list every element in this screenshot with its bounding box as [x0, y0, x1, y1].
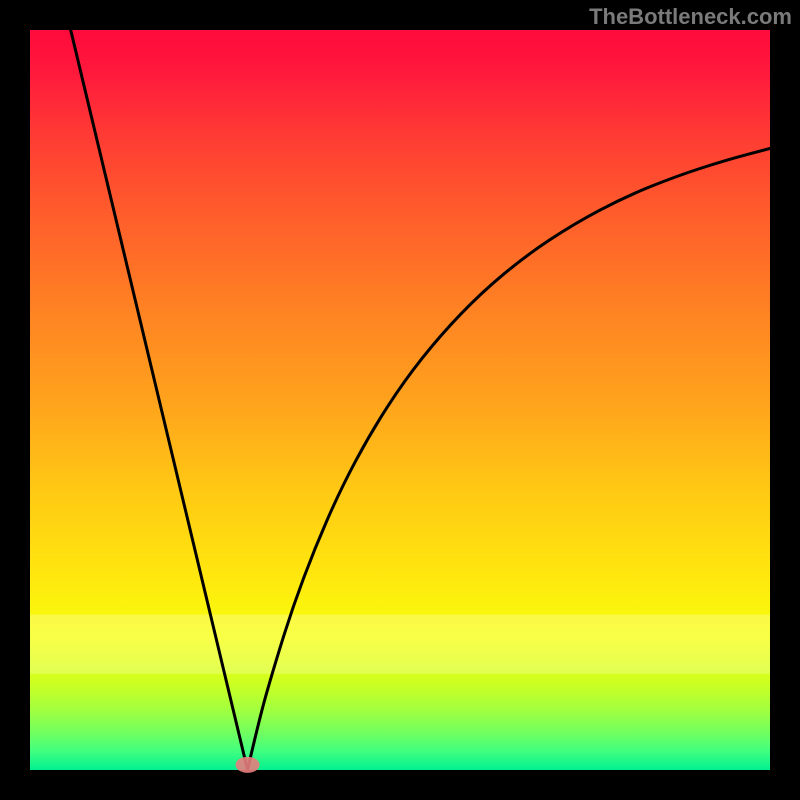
watermark-text: TheBottleneck.com — [589, 0, 800, 30]
optimal-point-marker — [236, 757, 260, 773]
bottleneck-chart — [0, 0, 800, 800]
highlight-band — [30, 615, 770, 674]
chart-container: TheBottleneck.com — [0, 0, 800, 800]
